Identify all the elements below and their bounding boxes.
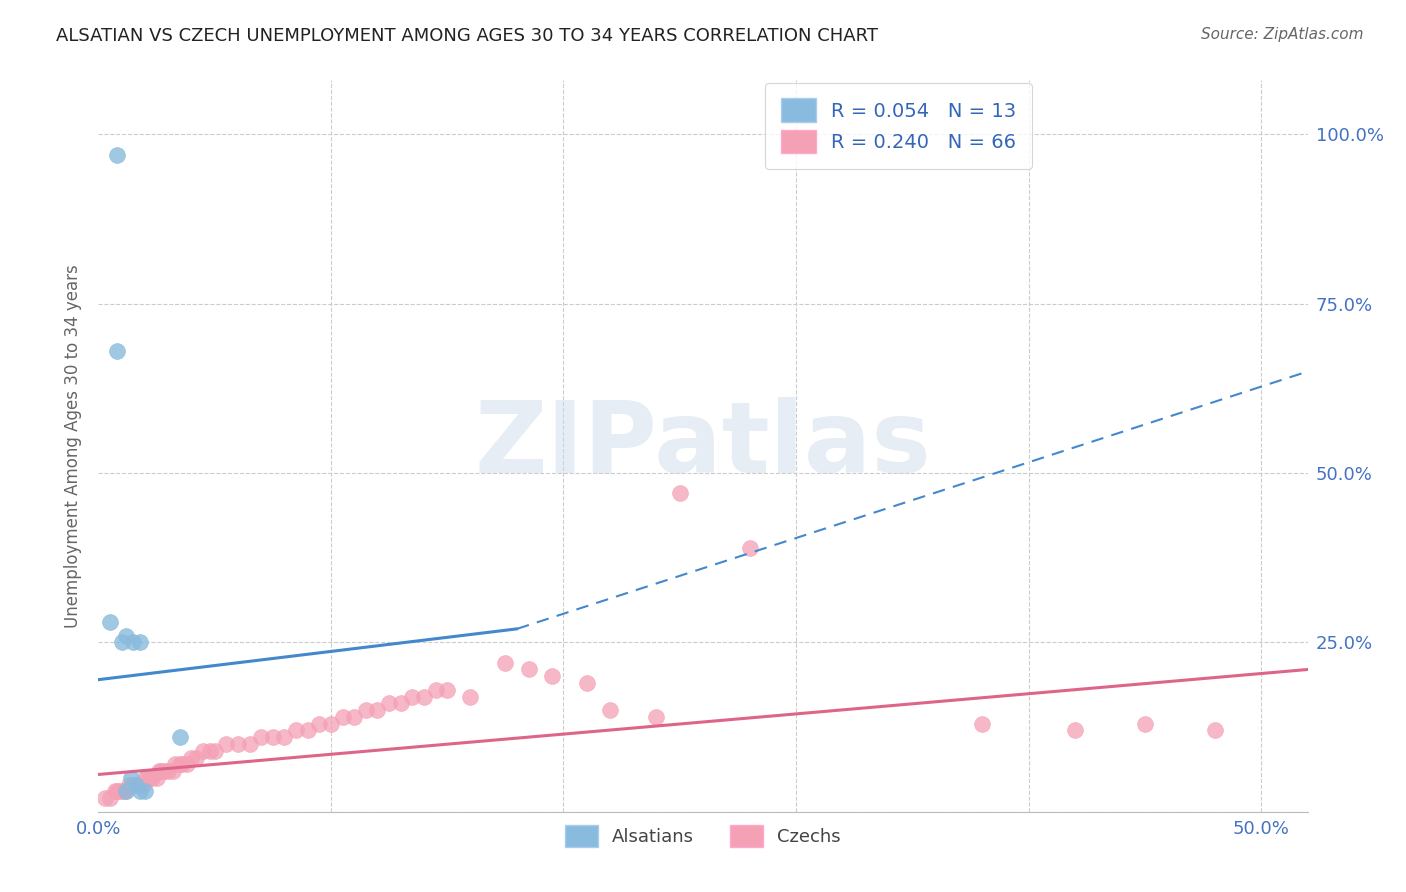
Point <box>239 737 262 751</box>
Point <box>162 764 184 778</box>
Point <box>319 716 342 731</box>
Point <box>401 690 423 704</box>
Point <box>115 629 138 643</box>
Point <box>198 744 221 758</box>
Point <box>134 784 156 798</box>
Point <box>129 784 152 798</box>
Point <box>285 723 308 738</box>
Point <box>157 764 180 778</box>
Text: ZIPatlas: ZIPatlas <box>475 398 931 494</box>
Point <box>308 716 330 731</box>
Point <box>575 676 598 690</box>
Point <box>273 730 295 744</box>
Point <box>98 791 121 805</box>
Point <box>115 784 138 798</box>
Point <box>165 757 187 772</box>
Text: Source: ZipAtlas.com: Source: ZipAtlas.com <box>1201 27 1364 42</box>
Point <box>98 615 121 629</box>
Point <box>136 771 159 785</box>
Point <box>354 703 377 717</box>
Point <box>297 723 319 738</box>
Point <box>389 697 412 711</box>
Point <box>176 757 198 772</box>
Point <box>425 682 447 697</box>
Point <box>105 344 128 359</box>
Point <box>148 764 170 778</box>
Point <box>118 778 141 792</box>
Point <box>517 663 540 677</box>
Point <box>115 784 138 798</box>
Point <box>970 716 993 731</box>
Point <box>436 682 458 697</box>
Point <box>184 750 207 764</box>
Point <box>105 148 128 162</box>
Point <box>124 778 146 792</box>
Point <box>129 635 152 649</box>
Point <box>378 697 401 711</box>
Point <box>134 771 156 785</box>
Point <box>668 486 690 500</box>
Point <box>191 744 214 758</box>
Point <box>262 730 284 744</box>
Point <box>122 778 145 792</box>
Point <box>226 737 249 751</box>
Point <box>111 784 134 798</box>
Point <box>250 730 273 744</box>
Point <box>215 737 238 751</box>
Point <box>204 744 226 758</box>
Point <box>94 791 117 805</box>
Point <box>108 784 131 798</box>
Point <box>599 703 621 717</box>
Point <box>1064 723 1087 738</box>
Point <box>152 764 174 778</box>
Point <box>180 750 202 764</box>
Y-axis label: Unemployment Among Ages 30 to 34 years: Unemployment Among Ages 30 to 34 years <box>65 264 83 628</box>
Point <box>169 730 191 744</box>
Text: ALSATIAN VS CZECH UNEMPLOYMENT AMONG AGES 30 TO 34 YEARS CORRELATION CHART: ALSATIAN VS CZECH UNEMPLOYMENT AMONG AGE… <box>56 27 879 45</box>
Point <box>645 710 668 724</box>
Point <box>738 541 761 555</box>
Point <box>141 771 163 785</box>
Point <box>343 710 366 724</box>
Legend: Alsatians, Czechs: Alsatians, Czechs <box>558 817 848 854</box>
Point <box>105 784 128 798</box>
Point <box>124 778 146 792</box>
Point <box>145 771 167 785</box>
Point <box>127 778 149 792</box>
Point <box>138 771 160 785</box>
Point <box>413 690 436 704</box>
Point <box>460 690 482 704</box>
Point <box>122 635 145 649</box>
Point <box>332 710 354 724</box>
Point <box>129 778 152 792</box>
Point <box>112 784 135 798</box>
Point <box>1133 716 1156 731</box>
Point <box>366 703 388 717</box>
Point <box>1204 723 1226 738</box>
Point <box>494 656 516 670</box>
Point <box>540 669 562 683</box>
Point <box>111 635 134 649</box>
Point <box>169 757 191 772</box>
Point <box>120 771 142 785</box>
Point <box>131 778 153 792</box>
Point <box>172 757 194 772</box>
Point <box>150 764 173 778</box>
Point <box>104 784 127 798</box>
